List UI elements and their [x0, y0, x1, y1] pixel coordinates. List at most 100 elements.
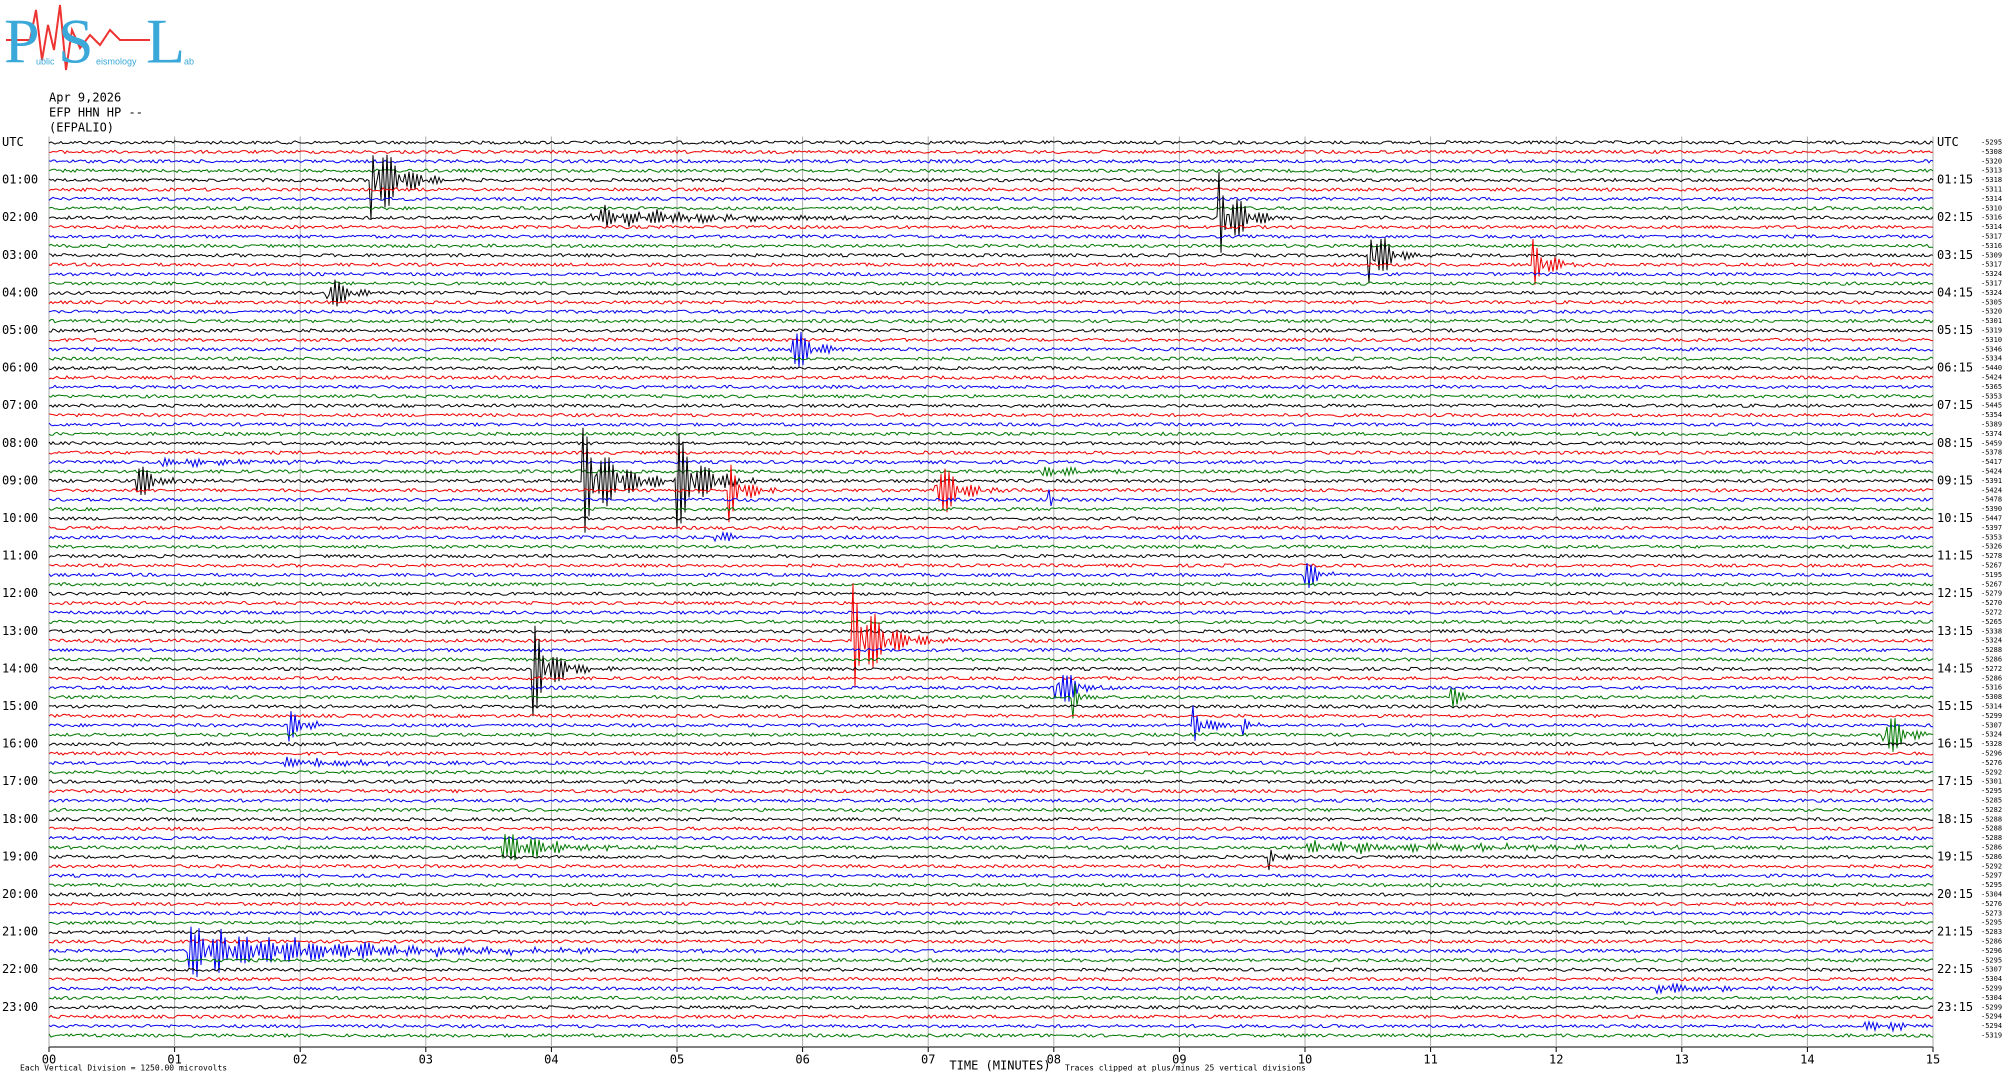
trace [48, 892, 1934, 897]
trace [48, 982, 1934, 995]
hour-label-left: 20:00 [2, 887, 38, 901]
trace-offset: -5313 [1981, 167, 2002, 175]
hour-label-right: 19:15 [1937, 849, 1973, 863]
trace-offset: -5195 [1981, 571, 2002, 579]
trace-offset: -5440 [1981, 364, 2002, 372]
trace [48, 704, 1934, 709]
trace-offset: -5308 [1981, 148, 2002, 156]
hour-label-right: 09:15 [1937, 473, 1973, 487]
hour-label-right: 01:15 [1937, 173, 1973, 187]
trace [48, 412, 1934, 418]
trace-offset: -5299 [1981, 985, 2002, 993]
trace [48, 926, 1934, 978]
trace [48, 769, 1933, 775]
trace [48, 238, 1934, 284]
trace [48, 356, 1934, 362]
trace-offset: -5295 [1981, 956, 2002, 964]
trace [48, 610, 1934, 615]
trace-offset: -5286 [1981, 938, 2002, 946]
trace [48, 427, 1934, 533]
trace [48, 365, 1934, 371]
trace-offset: -5424 [1981, 468, 2002, 476]
trace-offset: -5317 [1981, 261, 2002, 269]
trace-offset: -5299 [1981, 712, 2002, 720]
trace-offset: -5265 [1981, 618, 2002, 626]
trace-offset: -5288 [1981, 834, 2002, 842]
x-tick-label: 02 [293, 1053, 307, 1067]
hour-label-right: 23:15 [1937, 1000, 1973, 1014]
hour-label-left: 04:00 [2, 285, 38, 299]
trace-offset: -5328 [1981, 740, 2002, 748]
trace [48, 807, 1934, 813]
trace-offset: -5314 [1981, 223, 2002, 231]
trace [48, 205, 1934, 211]
trace-offset: -5316 [1981, 242, 2002, 250]
trace-offset: -5304 [1981, 891, 2002, 899]
trace-offset: -5282 [1981, 806, 2002, 814]
trace-offset: -5324 [1981, 289, 2002, 297]
trace-offset: -5378 [1981, 449, 2002, 457]
trace-offset: -5295 [1981, 881, 2002, 889]
trace-offset: -5296 [1981, 947, 2002, 955]
trace [48, 337, 1934, 343]
hour-label-right: 15:15 [1937, 699, 1973, 713]
trace [48, 939, 1934, 944]
hour-label-left: 02:00 [2, 210, 38, 224]
trace [48, 976, 1933, 982]
hour-label-left: 10:00 [2, 511, 38, 525]
logo-word: eismology [96, 56, 137, 66]
hour-label-left: 13:00 [2, 624, 38, 638]
hour-label-left: UTC [2, 135, 24, 149]
trace [48, 456, 1934, 469]
trace [48, 154, 1934, 220]
trace [48, 625, 1934, 717]
axis-title: TIME (MINUTES) [949, 1059, 1050, 1073]
channel: EFP HHN HP -- [49, 106, 143, 120]
hour-label-right: 22:15 [1937, 962, 1973, 976]
hour-label-right: 02:15 [1937, 210, 1973, 224]
trace [48, 465, 1934, 478]
trace [48, 751, 1934, 757]
trace-offset: -5308 [1981, 693, 2002, 701]
hour-label-left: 09:00 [2, 473, 38, 487]
trace-offset: -5295 [1981, 787, 2002, 795]
trace-offset: -5307 [1981, 721, 2002, 729]
x-tick-label: 12 [1549, 1053, 1563, 1067]
trace-offset: -5374 [1981, 430, 2002, 438]
x-tick-label: 00 [42, 1053, 56, 1067]
trace [48, 168, 1934, 174]
x-tick-label: 10 [1298, 1053, 1312, 1067]
trace [48, 718, 1934, 752]
trace-offset: -5459 [1981, 439, 2002, 447]
trace-offset: -5389 [1981, 421, 2002, 429]
trace-offset: -5478 [1981, 496, 2002, 504]
trace-offset: -5276 [1981, 759, 2002, 767]
trace-offset: -5338 [1981, 627, 2002, 635]
trace-offset: -5316 [1981, 214, 2002, 222]
trace [48, 489, 1934, 507]
trace [48, 957, 1934, 963]
trace [48, 318, 1934, 324]
x-tick-label: 03 [419, 1053, 433, 1067]
trace [48, 1004, 1934, 1010]
logo-word: ublic [36, 56, 55, 66]
trace [48, 1014, 1934, 1020]
trace-offset: -5299 [1981, 1003, 2002, 1011]
trace [48, 224, 1934, 230]
trace-offset: -5297 [1981, 872, 2002, 880]
x-tick-label: 09 [1172, 1053, 1186, 1067]
trace [48, 834, 1934, 861]
trace [48, 234, 1934, 240]
trace [48, 647, 1934, 653]
trace-offset: -5353 [1981, 392, 2002, 400]
station-name: (EFPALIO) [49, 121, 114, 135]
x-tick-label: 14 [1800, 1053, 1814, 1067]
trace [48, 299, 1934, 305]
trace-offset: -5354 [1981, 411, 2002, 419]
hour-label-right: UTC [1937, 135, 1959, 149]
hour-label-left: 11:00 [2, 549, 38, 563]
trace [48, 873, 1934, 879]
trace-offset: -5316 [1981, 684, 2002, 692]
hour-label-left: 05:00 [2, 323, 38, 337]
